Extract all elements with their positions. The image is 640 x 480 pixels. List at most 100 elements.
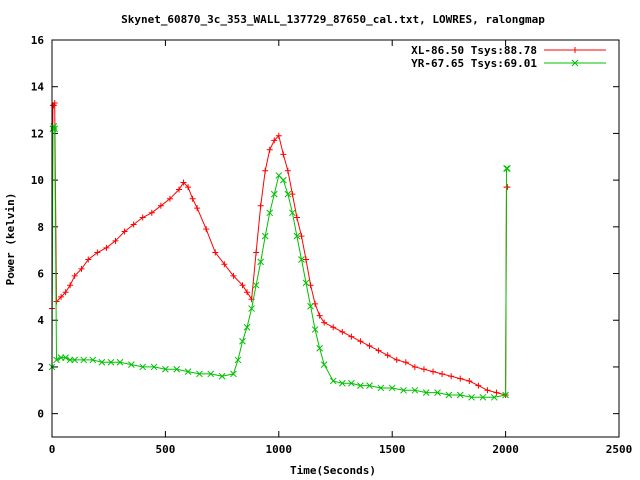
data-point: [434, 389, 441, 396]
data-point: [166, 195, 173, 202]
data-point: [445, 391, 453, 399]
series-layer: [48, 100, 511, 401]
data-point: [261, 232, 269, 240]
data-point: [180, 179, 187, 186]
data-point: [58, 293, 65, 300]
data-point: [475, 382, 482, 389]
data-point: [466, 377, 473, 384]
data-point: [253, 249, 260, 256]
data-point: [502, 391, 509, 399]
data-point: [185, 184, 192, 191]
data-point: [221, 261, 228, 268]
data-point: [357, 382, 364, 389]
x-tick-label: 1500: [379, 443, 406, 456]
data-point: [357, 338, 364, 345]
chart-title: Skynet_60870_3c_353_WALL_137729_87650_ca…: [121, 13, 545, 26]
data-point: [479, 393, 487, 401]
data-point: [320, 361, 328, 368]
data-point: [51, 125, 59, 133]
data-point: [150, 363, 158, 371]
y-tick-label: 6: [37, 268, 44, 281]
legend-label: YR-67.65 Tsys:69.01: [411, 57, 537, 70]
data-point: [572, 47, 578, 53]
data-point: [62, 354, 69, 361]
data-point: [411, 386, 419, 394]
y-tick-label: 8: [37, 221, 44, 234]
data-point: [112, 237, 119, 244]
data-point: [298, 233, 305, 240]
x-axis-label: Time(Seconds): [290, 464, 376, 477]
x-tick-label: 0: [49, 443, 56, 456]
data-point: [484, 387, 491, 394]
data-point: [457, 375, 464, 382]
data-point: [321, 319, 328, 326]
data-point: [388, 384, 396, 392]
data-point: [184, 368, 192, 375]
data-point: [71, 272, 78, 279]
data-point: [243, 323, 251, 331]
data-point: [377, 384, 385, 392]
data-point: [94, 249, 101, 256]
data-point: [503, 165, 510, 172]
y-tick-label: 10: [31, 174, 44, 187]
data-point: [420, 366, 427, 373]
x-tick-label: 2000: [492, 443, 519, 456]
data-point: [271, 137, 278, 144]
data-point: [284, 167, 291, 174]
data-point: [338, 379, 346, 387]
data-point: [203, 226, 210, 233]
data-point: [207, 370, 215, 378]
data-point: [116, 358, 124, 366]
data-point: [275, 132, 282, 139]
data-point: [71, 356, 79, 364]
data-point: [234, 356, 242, 364]
data-point: [230, 272, 237, 279]
data-point: [411, 363, 418, 370]
data-point: [307, 302, 314, 310]
x-tick-label: 2500: [606, 443, 633, 456]
data-point: [439, 370, 446, 377]
y-axis-label: Power (kelvin): [4, 193, 17, 286]
data-point: [311, 326, 319, 333]
data-point: [266, 146, 273, 153]
data-point: [80, 356, 88, 364]
data-point: [194, 205, 201, 212]
data-point: [366, 342, 373, 349]
data-point: [279, 176, 287, 184]
data-point: [212, 249, 219, 256]
data-point: [239, 337, 246, 345]
series-line: [51, 125, 508, 398]
data-point: [103, 244, 110, 251]
data-point: [348, 379, 355, 387]
data-point: [270, 190, 278, 198]
data-point: [280, 151, 287, 158]
y-tick-label: 16: [31, 34, 45, 47]
x-tick-label: 500: [155, 443, 175, 456]
data-point: [244, 289, 251, 296]
data-point: [293, 232, 301, 240]
series-cross: [48, 123, 511, 401]
data-point: [67, 282, 74, 289]
data-point: [468, 393, 475, 401]
data-point: [448, 373, 455, 380]
data-point: [89, 356, 97, 364]
plot-frame: [51, 39, 620, 438]
data-point: [262, 167, 269, 174]
data-point: [504, 165, 511, 172]
y-tick-label: 0: [37, 408, 44, 421]
data-point: [148, 209, 155, 216]
data-point: [490, 393, 498, 401]
data-point: [139, 363, 147, 371]
data-point: [78, 265, 85, 272]
data-point: [107, 358, 115, 366]
data-point: [139, 214, 146, 221]
data-point: [252, 281, 260, 289]
data-point: [366, 382, 373, 389]
legend-label: XL-86.50 Tsys:88.78: [411, 44, 537, 57]
data-point: [130, 221, 137, 228]
data-point: [162, 365, 169, 373]
data-point: [239, 282, 246, 289]
data-point: [339, 328, 346, 335]
